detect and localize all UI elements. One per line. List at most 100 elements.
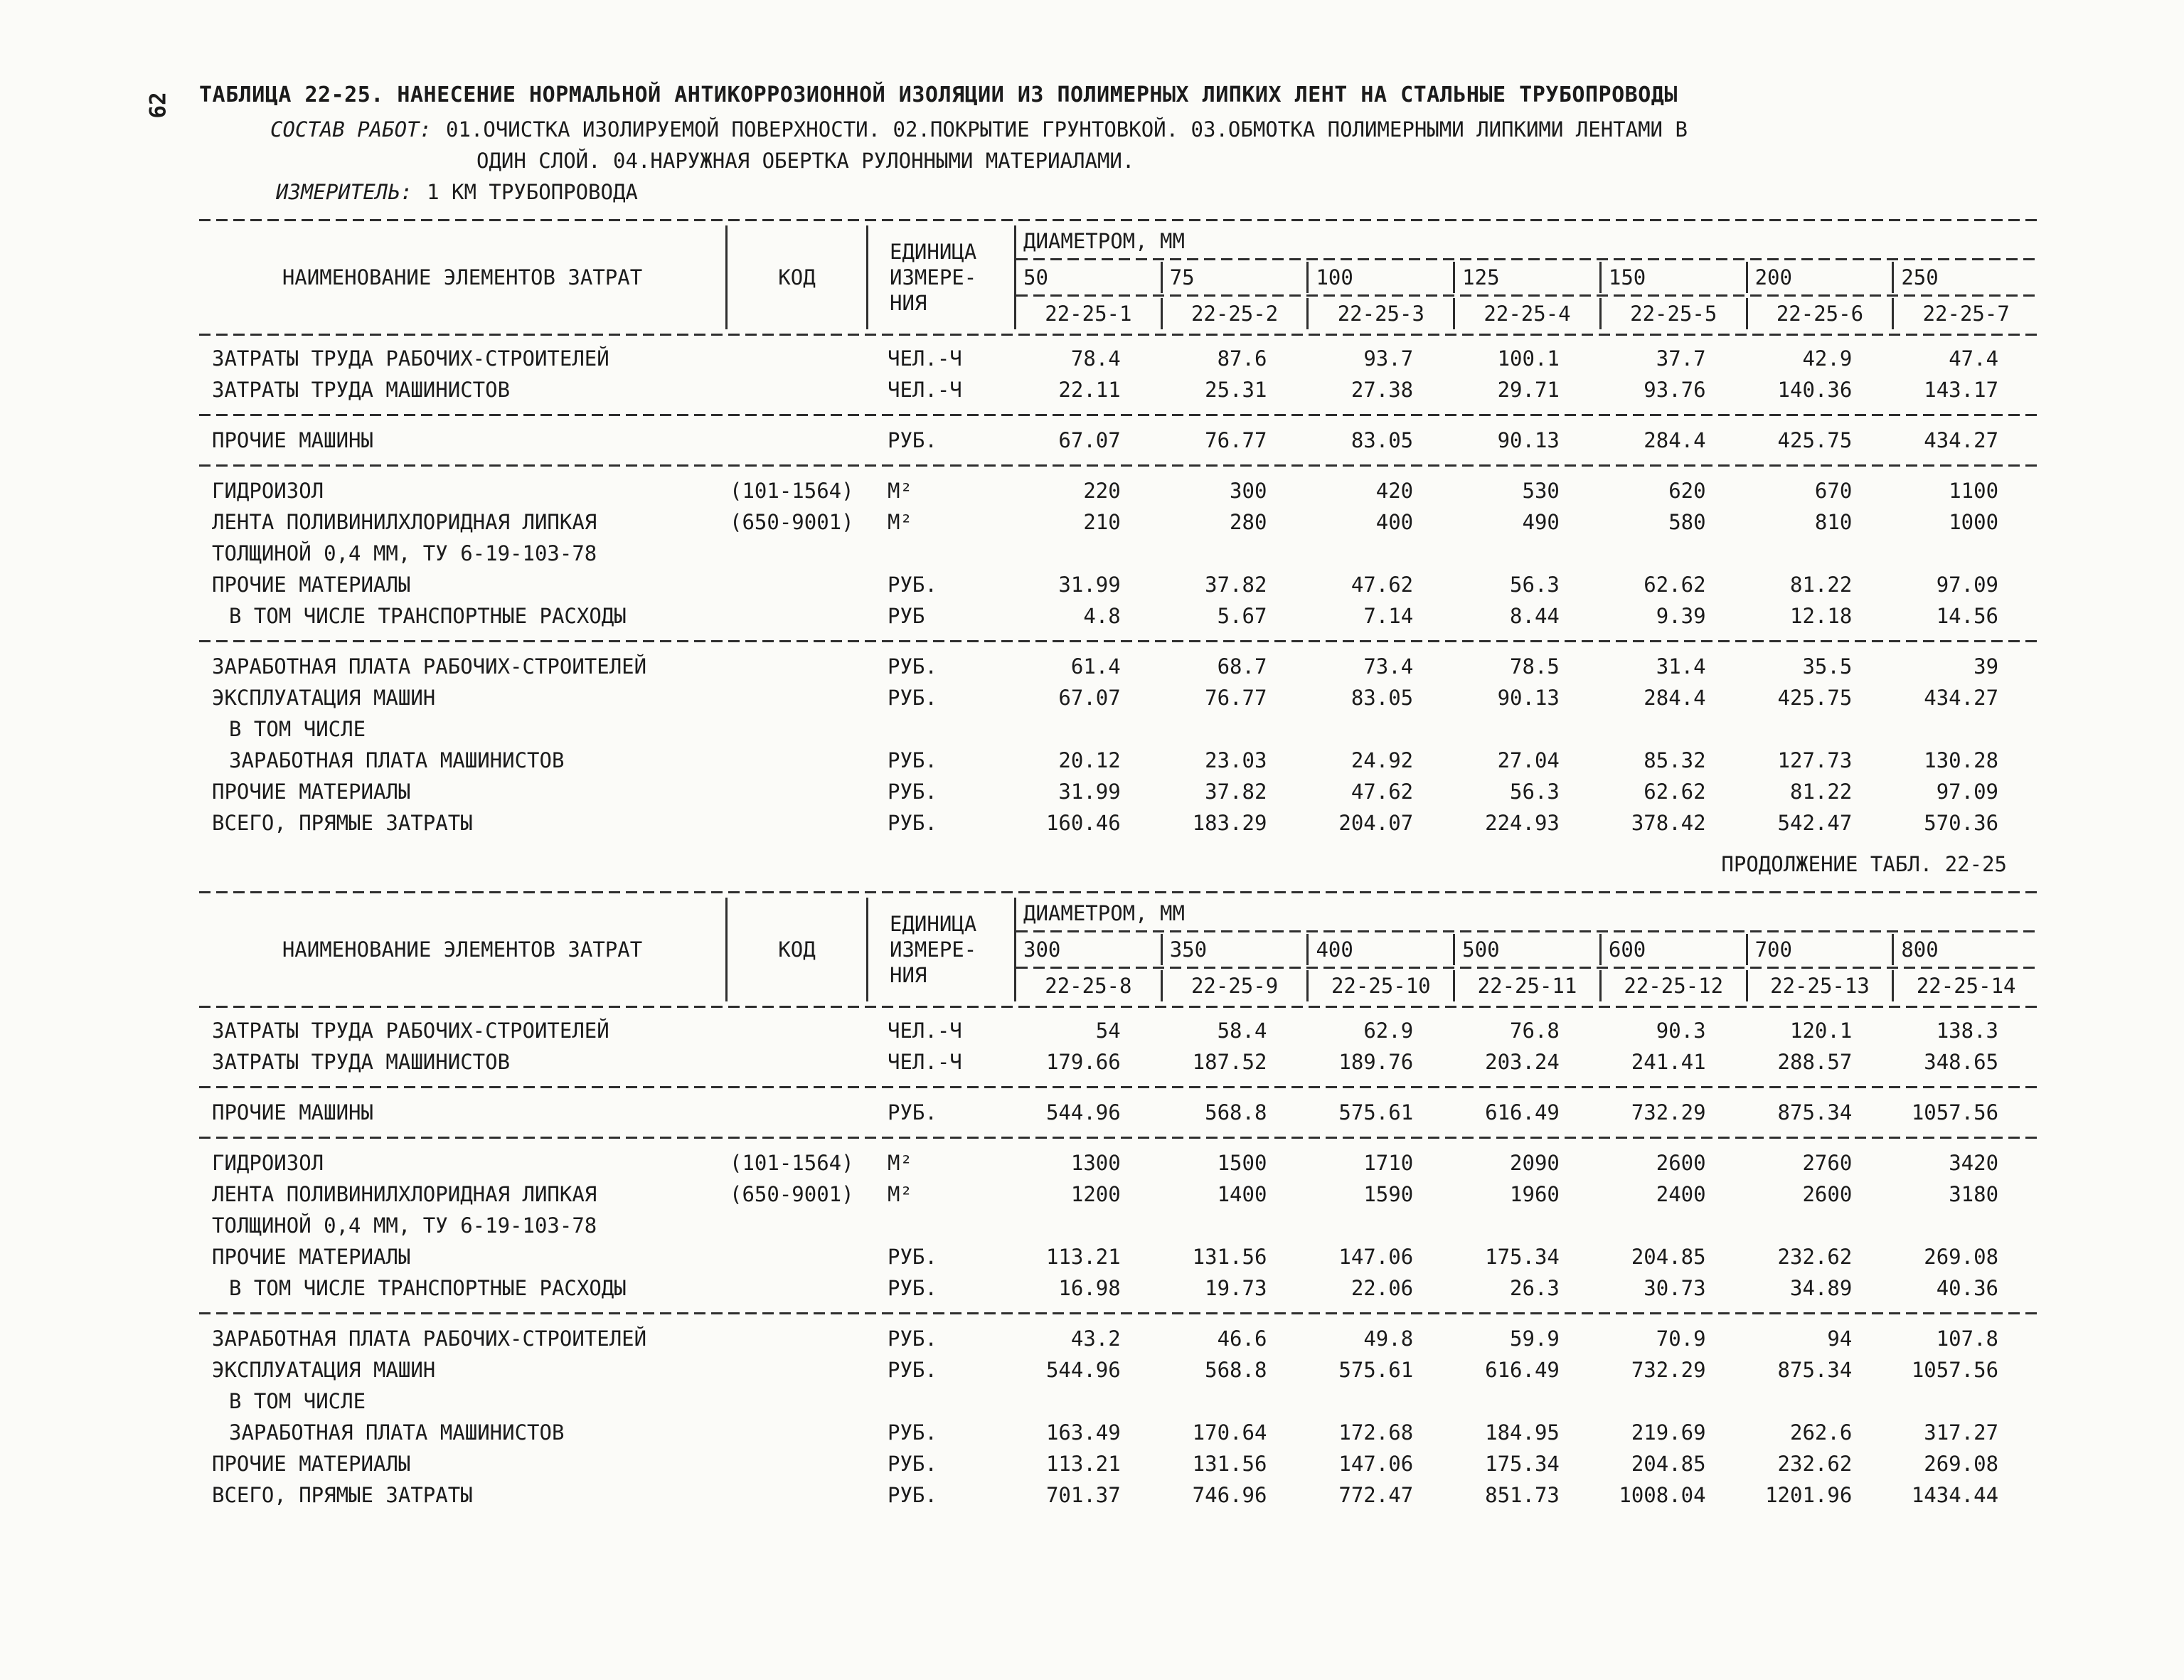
meter-value: 1 КМ ТРУБОПРОВОДА — [427, 180, 638, 204]
row-value: 875.34 — [1777, 1100, 1853, 1125]
row-value: 7.14 — [1363, 604, 1414, 628]
row-value: 670 — [1814, 479, 1853, 503]
diameter-value: 500 — [1453, 934, 1599, 965]
row-value: 143.17 — [1924, 378, 1999, 402]
row-value: 1500 — [1217, 1151, 1267, 1175]
row-value: 56.3 — [1510, 573, 1560, 597]
row-value: 26.3 — [1510, 1276, 1560, 1300]
row-value: 49.8 — [1363, 1327, 1414, 1351]
row-value: 232.62 — [1777, 1245, 1853, 1269]
row-value — [1014, 1386, 1161, 1417]
row-unit: ЧЕЛ.-Ч — [888, 378, 962, 402]
row-value: 2090 — [1510, 1151, 1560, 1175]
row-code — [725, 1046, 866, 1078]
row-value: 348.65 — [1924, 1050, 1999, 1074]
row-value: 39 — [1973, 654, 1999, 679]
row-name: ПРОЧИЕ МАШИНЫ — [212, 428, 373, 452]
works-label: СОСТАВ РАБОТ: — [270, 117, 432, 142]
norm-code: 22-25-13 — [1745, 970, 1892, 1001]
row-value: 4.8 — [1083, 604, 1121, 628]
diameter-value: 200 — [1745, 262, 1892, 293]
row-value: 542.47 — [1777, 811, 1853, 835]
diameter-value: 700 — [1745, 934, 1892, 965]
row-value — [1306, 538, 1453, 569]
norm-code: 22-25-14 — [1892, 970, 2038, 1001]
table-row: ЗАТРАТЫ ТРУДА МАШИНИСТОВ ЧЕЛ.-Ч 22.11 25.31… — [199, 374, 2038, 405]
row-value: 284.4 — [1644, 428, 1706, 452]
dashed-divider — [199, 1137, 2038, 1139]
row-value: 67.07 — [1058, 686, 1121, 710]
row-name: ЗАРАБОТНАЯ ПЛАТА РАБОЧИХ-СТРОИТЕЛЕЙ — [212, 654, 647, 679]
row-value — [1892, 713, 2038, 745]
row-value: 56.3 — [1510, 780, 1560, 804]
row-value: 175.34 — [1485, 1452, 1560, 1476]
row-unit: РУБ. — [888, 573, 937, 597]
row-value — [1599, 1210, 1746, 1241]
row-value: 378.42 — [1631, 811, 1706, 835]
header-diameter-section: ДИАМЕТРОМ, ММ 300 350 400 500 600 700 800 22-25-… — [1014, 898, 2038, 1001]
row-code — [725, 600, 866, 632]
row-unit — [866, 538, 1014, 569]
row-value: 47.62 — [1351, 780, 1414, 804]
row-unit: ЧЕЛ.-Ч — [888, 1050, 962, 1074]
row-value: 1008.04 — [1619, 1483, 1706, 1507]
row-value: 568.8 — [1205, 1100, 1267, 1125]
row-name: ПРОЧИЕ МАТЕРИАЛЫ — [212, 1245, 411, 1269]
norm-code: 22-25-5 — [1599, 298, 1746, 329]
row-value: 62.9 — [1363, 1019, 1414, 1043]
row-name: ЗАРАБОТНАЯ ПЛАТА МАШИНИСТОВ — [229, 748, 565, 772]
dashed-divider — [199, 640, 2038, 642]
row-code — [725, 1323, 866, 1354]
dashed-divider — [1016, 258, 2038, 260]
row-value: 37.7 — [1656, 346, 1706, 371]
row-value: 434.27 — [1924, 428, 1999, 452]
table-row: ЛЕНТА ПОЛИВИНИЛХЛОРИДНАЯ ЛИПКАЯ (650-9001… — [199, 506, 2038, 538]
row-value: 3180 — [1949, 1182, 1999, 1206]
norm-code: 22-25-2 — [1160, 298, 1307, 329]
row-code — [725, 1015, 866, 1046]
row-value — [1453, 1210, 1599, 1241]
row-code — [725, 1479, 866, 1511]
row-value: 43.2 — [1070, 1327, 1121, 1351]
row-name: ТОЛЩИНОЙ 0,4 ММ, ТУ 6-19-103-78 — [212, 541, 597, 565]
row-code — [725, 538, 866, 569]
row-value: 87.6 — [1217, 346, 1267, 371]
row-value: 113.21 — [1045, 1245, 1121, 1269]
row-value: 875.34 — [1777, 1358, 1853, 1382]
row-value: 81.22 — [1790, 573, 1853, 597]
table-row: ЗАРАБОТНАЯ ПЛАТА МАШИНИСТОВ РУБ. 163.49 170… — [199, 1417, 2038, 1448]
row-value: 1590 — [1363, 1182, 1414, 1206]
header-code-col: КОД — [725, 225, 866, 329]
row-code — [725, 745, 866, 776]
header-unit-col: ЕДИНИЦА ИЗМЕРЕ- НИЯ — [866, 898, 1014, 1001]
row-value: 425.75 — [1777, 686, 1853, 710]
diameter-value: 600 — [1599, 934, 1746, 965]
row-value: 224.93 — [1485, 811, 1560, 835]
row-value: 67.07 — [1058, 428, 1121, 452]
diameter-values-row: 50 75 100 125 150 200 250 — [1016, 262, 2038, 293]
row-value: 568.8 — [1205, 1358, 1267, 1382]
row-code: (650-9001) — [730, 1182, 854, 1206]
table-row: ЗАТРАТЫ ТРУДА РАБОЧИХ-СТРОИТЕЛЕЙ ЧЕЛ.-Ч 78… — [199, 343, 2038, 374]
row-unit: РУБ. — [888, 780, 937, 804]
diameter-value: 250 — [1892, 262, 2038, 293]
header-code-col: КОД — [725, 898, 866, 1001]
row-code — [725, 807, 866, 839]
row-value: 530 — [1522, 479, 1560, 503]
dashed-divider — [199, 1006, 2038, 1008]
table-row: ЭКСПЛУАТАЦИЯ МАШИН РУБ. 67.07 76.77 83.05 90.… — [199, 682, 2038, 713]
row-value: 772.47 — [1338, 1483, 1414, 1507]
row-value: 35.5 — [1802, 654, 1853, 679]
row-value: 616.49 — [1485, 1100, 1560, 1125]
header-name-col: НАИМЕНОВАНИЕ ЭЛЕМЕНТОВ ЗАТРАТ — [282, 265, 643, 289]
row-unit: РУБ — [888, 604, 925, 628]
row-value: 94 — [1827, 1327, 1853, 1351]
row-code — [725, 343, 866, 374]
row-value: 34.89 — [1790, 1276, 1853, 1300]
row-value: 9.39 — [1656, 604, 1706, 628]
row-value: 100.1 — [1497, 346, 1560, 371]
dashed-divider — [199, 891, 2038, 893]
row-name: ЗАРАБОТНАЯ ПЛАТА РАБОЧИХ-СТРОИТЕЛЕЙ — [212, 1327, 647, 1351]
row-value: 262.6 — [1790, 1420, 1853, 1445]
row-unit — [866, 713, 1014, 745]
